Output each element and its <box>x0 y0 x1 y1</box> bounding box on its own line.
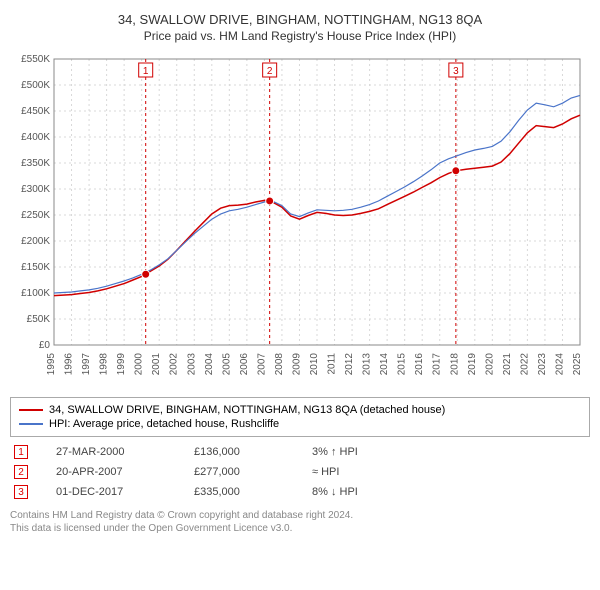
svg-text:3: 3 <box>453 66 459 77</box>
svg-text:£500K: £500K <box>21 80 50 91</box>
svg-text:2001: 2001 <box>151 353 162 376</box>
svg-text:2008: 2008 <box>274 353 285 376</box>
svg-text:2015: 2015 <box>397 353 408 376</box>
svg-text:2013: 2013 <box>362 353 373 376</box>
chart: £0 £50K £100K £150K £200K £250K £300K £350K £400… <box>10 51 590 391</box>
legend-swatch-price-paid <box>19 409 43 411</box>
svg-text:1995: 1995 <box>46 353 57 376</box>
sale-note: 8% ↓ HPI <box>312 486 358 498</box>
svg-text:2003: 2003 <box>186 353 197 376</box>
sales-row: 3 01-DEC-2017 £335,000 8% ↓ HPI <box>10 485 590 499</box>
sale-date: 20-APR-2007 <box>56 466 166 478</box>
svg-text:2010: 2010 <box>309 353 320 376</box>
sale-marker-2: 2 <box>14 465 28 479</box>
svg-text:2022: 2022 <box>519 353 530 376</box>
svg-text:2009: 2009 <box>291 353 302 376</box>
legend: 34, SWALLOW DRIVE, BINGHAM, NOTTINGHAM, … <box>10 397 590 437</box>
svg-text:£200K: £200K <box>21 236 50 247</box>
sale-note: ≈ HPI <box>312 466 339 478</box>
svg-text:2025: 2025 <box>572 353 583 376</box>
svg-text:2007: 2007 <box>256 353 267 376</box>
svg-text:2017: 2017 <box>432 353 443 376</box>
svg-text:2002: 2002 <box>169 353 180 376</box>
svg-text:2020: 2020 <box>484 353 495 376</box>
svg-text:1: 1 <box>143 66 149 77</box>
svg-text:£350K: £350K <box>21 158 50 169</box>
sales-row: 1 27-MAR-2000 £136,000 3% ↑ HPI <box>10 445 590 459</box>
svg-text:£550K: £550K <box>21 54 50 65</box>
svg-text:2021: 2021 <box>502 353 513 376</box>
svg-text:2000: 2000 <box>134 353 145 376</box>
footer: Contains HM Land Registry data © Crown c… <box>10 509 590 535</box>
svg-text:£100K: £100K <box>21 288 50 299</box>
sale-marker-3: 3 <box>14 485 28 499</box>
sale-date: 01-DEC-2017 <box>56 486 166 498</box>
svg-text:2: 2 <box>267 66 273 77</box>
svg-text:2018: 2018 <box>449 353 460 376</box>
svg-text:2012: 2012 <box>344 353 355 376</box>
sale-price: £277,000 <box>194 466 284 478</box>
chart-svg: £0 £50K £100K £150K £200K £250K £300K £350K £400… <box>10 51 590 391</box>
sales-row: 2 20-APR-2007 £277,000 ≈ HPI <box>10 465 590 479</box>
sale-date: 27-MAR-2000 <box>56 446 166 458</box>
svg-text:1999: 1999 <box>116 353 127 376</box>
svg-text:£250K: £250K <box>21 210 50 221</box>
svg-text:£0: £0 <box>39 340 51 351</box>
footer-line2: This data is licensed under the Open Gov… <box>10 522 590 535</box>
svg-text:£50K: £50K <box>27 314 51 325</box>
legend-row-hpi: HPI: Average price, detached house, Rush… <box>19 418 581 430</box>
svg-text:£300K: £300K <box>21 184 50 195</box>
svg-text:£400K: £400K <box>21 132 50 143</box>
svg-text:2006: 2006 <box>239 353 250 376</box>
svg-text:1998: 1998 <box>99 353 110 376</box>
svg-text:1996: 1996 <box>64 353 75 376</box>
svg-text:1997: 1997 <box>81 353 92 376</box>
legend-swatch-hpi <box>19 423 43 425</box>
svg-text:£150K: £150K <box>21 262 50 273</box>
svg-text:2004: 2004 <box>204 353 215 376</box>
svg-text:£450K: £450K <box>21 106 50 117</box>
sale-note: 3% ↑ HPI <box>312 446 358 458</box>
page-subtitle: Price paid vs. HM Land Registry's House … <box>10 29 590 43</box>
legend-label-price-paid: 34, SWALLOW DRIVE, BINGHAM, NOTTINGHAM, … <box>49 404 445 416</box>
sales-table: 1 27-MAR-2000 £136,000 3% ↑ HPI 2 20-APR… <box>10 445 590 499</box>
svg-text:2016: 2016 <box>414 353 425 376</box>
legend-row-price-paid: 34, SWALLOW DRIVE, BINGHAM, NOTTINGHAM, … <box>19 404 581 416</box>
footer-line1: Contains HM Land Registry data © Crown c… <box>10 509 590 522</box>
svg-text:2011: 2011 <box>327 353 338 375</box>
svg-text:2005: 2005 <box>221 353 232 376</box>
sale-price: £335,000 <box>194 486 284 498</box>
sale-price: £136,000 <box>194 446 284 458</box>
sale-marker-1: 1 <box>14 445 28 459</box>
legend-label-hpi: HPI: Average price, detached house, Rush… <box>49 418 279 430</box>
svg-text:2014: 2014 <box>379 353 390 376</box>
svg-text:2023: 2023 <box>537 353 548 376</box>
svg-text:2024: 2024 <box>554 353 565 376</box>
svg-text:2019: 2019 <box>467 353 478 376</box>
page-title: 34, SWALLOW DRIVE, BINGHAM, NOTTINGHAM, … <box>10 12 590 27</box>
